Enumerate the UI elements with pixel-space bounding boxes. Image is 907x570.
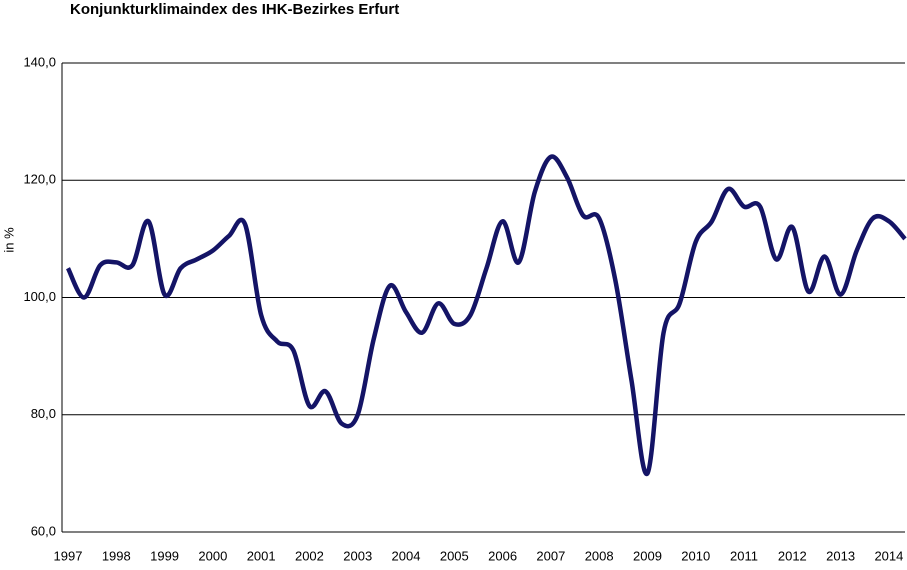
x-tick-label: 1998 (102, 548, 131, 563)
chart-title: Konjunkturklimaindex des IHK-Bezirkes Er… (70, 1, 399, 18)
x-tick-label: 2005 (440, 548, 469, 563)
x-tick-label: 2007 (536, 548, 565, 563)
x-tick-label: 2002 (295, 548, 324, 563)
y-tick-label: 80,0 (31, 406, 56, 421)
x-tick-label: 2006 (488, 548, 517, 563)
x-tick-label: 2011 (730, 548, 758, 563)
x-tick-label: 2012 (778, 548, 807, 563)
y-tick-label: 60,0 (31, 523, 56, 538)
y-tick-label: 140,0 (23, 54, 56, 69)
x-tick-label: 2004 (392, 548, 421, 563)
x-tick-label: 2010 (681, 548, 710, 563)
data-line (65, 154, 907, 476)
x-tick-label: 2003 (343, 548, 372, 563)
x-tick-label: 1997 (54, 548, 83, 563)
y-axis-label: in % (1, 227, 16, 253)
x-tick-label: 2014 (874, 548, 903, 563)
x-tick-label: 1999 (150, 548, 179, 563)
x-tick-label: 2000 (198, 548, 227, 563)
x-tick-label: 2013 (826, 548, 855, 563)
x-tick-label: 2008 (585, 548, 614, 563)
x-tick-label: 2001 (247, 548, 276, 563)
y-tick-label: 120,0 (23, 172, 56, 187)
y-tick-label: 100,0 (23, 289, 56, 304)
x-tick-label: 2009 (633, 548, 662, 563)
